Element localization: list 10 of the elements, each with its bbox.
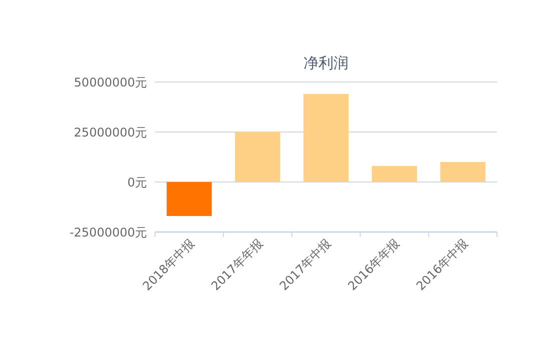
- y-tick-label: 50000000元: [74, 76, 147, 90]
- y-tick-label: -25000000元: [70, 226, 147, 240]
- y-tick-label: 0元: [127, 176, 147, 190]
- chart-title: 净利润: [304, 54, 348, 72]
- bar: [235, 132, 280, 182]
- bar: [166, 182, 212, 216]
- y-tick-label: 25000000元: [74, 126, 147, 140]
- bar: [440, 162, 486, 182]
- bar: [372, 166, 417, 182]
- bar: [303, 94, 349, 182]
